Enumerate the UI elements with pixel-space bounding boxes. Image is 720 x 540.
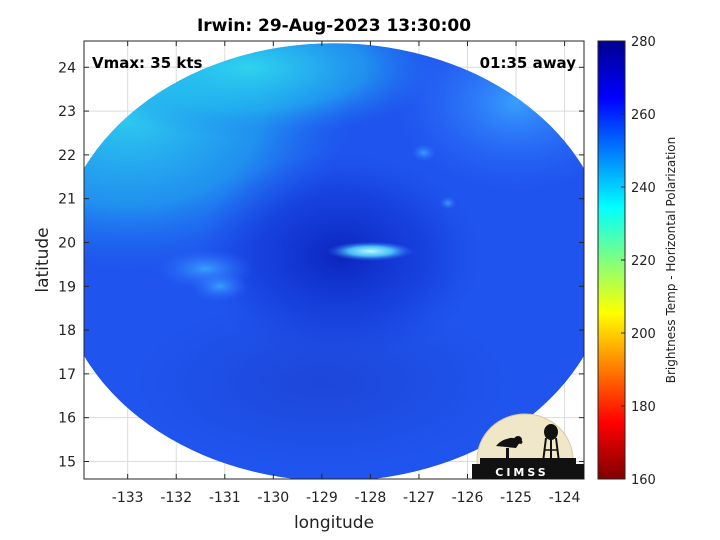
chart-title: Irwin: 29-Aug-2023 13:30:00 [197,16,471,36]
y-tick-label: 18 [58,323,76,339]
y-axis-label: latitude [33,227,53,292]
x-tick-label: -129 [306,490,338,506]
y-tick-label: 22 [58,148,76,164]
southern-region [127,295,517,471]
x-tick-label: -128 [355,490,387,506]
y-tick-label: 15 [58,454,76,470]
colorbar-tick-label: 240 [631,181,656,196]
colorbar-tick-label: 180 [631,400,656,415]
axes-box [83,40,585,480]
colorbar-tick-label: 260 [631,108,656,123]
y-tick-label: 23 [58,104,76,120]
y-tick-label: 21 [58,192,76,208]
x-tick-label: -131 [209,490,241,506]
colorbar-tick-label: 200 [631,327,656,342]
x-tick-label: -126 [452,490,484,506]
colorbar-ticks: 160 180 200 220 240 260 280 [621,35,656,488]
y-axis-ticks: 15 16 17 18 19 20 21 22 23 24 [58,60,584,470]
eyewall-bright-spot [326,241,415,261]
colorbar-tick-label: 220 [631,254,656,269]
x-axis-label: longitude [294,513,374,533]
x-tick-label: -127 [403,490,435,506]
x-tick-label: -125 [500,490,532,506]
x-tick-label: -133 [112,490,144,506]
vmax-annotation: Vmax: 35 kts [92,54,202,72]
colorbar [597,40,626,480]
y-tick-label: 16 [58,411,76,427]
west-rainband-2 [190,270,250,302]
water-tower-icon [544,424,558,440]
y-tick-label: 17 [58,367,76,383]
cimss-logo: CIMSS [472,413,584,479]
colorbar-tick-label: 280 [631,35,656,50]
colorbar-tick-label: 160 [631,473,656,488]
time-offset-annotation: 01:35 away [480,54,577,72]
cimss-logo-text: CIMSS [495,466,548,479]
convective-cell-small [439,196,457,210]
convective-cell [411,143,436,162]
x-tick-label: -130 [257,490,289,506]
colorbar-label: Brightness Temp - Horizontal Polarizatio… [664,137,678,384]
x-tick-label: -132 [160,490,192,506]
y-tick-label: 24 [58,60,76,76]
north-outer-band [84,43,444,138]
y-tick-label: 20 [58,235,76,251]
x-tick-label: -124 [549,490,581,506]
y-tick-label: 19 [58,279,76,295]
